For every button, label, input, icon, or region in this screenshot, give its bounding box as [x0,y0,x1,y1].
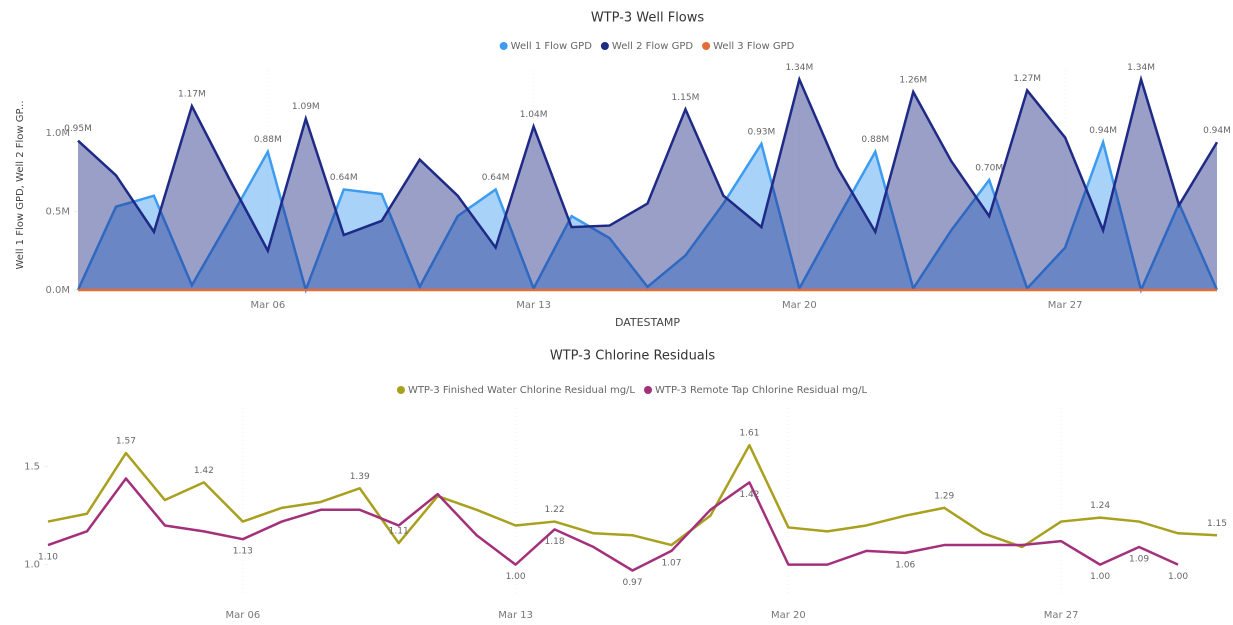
data-label: 1.06 [895,560,915,570]
y-tick-label: 1.0M [45,128,70,139]
data-label: 1.13 [233,547,253,557]
data-label: 0.88M [254,135,282,145]
x-tick-label: Mar 20 [771,610,806,621]
legend-label: Well 3 Flow GPD [713,41,795,52]
chart-title: WTP-3 Chlorine Residuals [550,349,716,364]
legend-label: Well 2 Flow GPD [612,41,694,52]
legend-marker [600,42,609,50]
data-label: 1.15M [672,93,700,103]
data-label: 1.09 [1129,555,1149,565]
y-tick-label: 0.5M [45,206,70,217]
legend-label: WTP-3 Finished Water Chlorine Residual m… [408,385,635,396]
x-tick-label: Mar 27 [1048,300,1083,311]
legend-label: WTP-3 Remote Tap Chlorine Residual mg/L [655,385,867,396]
y-tick-label: 0.0M [45,285,70,296]
legend-label: Well 1 Flow GPD [511,41,593,52]
y-axis-title: Well 1 Flow GPD, Well 2 Flow GP... [15,100,26,269]
x-tick-label: Mar 20 [782,300,817,311]
data-label: 1.61 [739,429,759,439]
data-label: 1.07 [661,558,681,568]
x-tick-label: Mar 06 [250,300,285,311]
data-label: 1.34M [785,63,813,73]
data-label: 1.15 [1207,519,1227,529]
legend-marker [644,386,653,394]
x-tick-label: Mar 13 [516,300,551,311]
data-label: 0.94M [1203,126,1231,136]
area-line [77,74,1219,255]
data-label: 1.27M [1013,74,1041,84]
data-label: 0.95M [64,124,92,134]
data-label: 0.70M [975,164,1003,174]
data-label: 1.34M [1127,63,1155,73]
data-label: 1.22 [545,505,565,515]
data-label: 0.94M [1089,126,1117,136]
area-fill [78,79,1217,290]
legend-marker [499,42,508,50]
area-fill [78,142,1217,290]
data-label: 0.64M [330,173,358,183]
x-tick-label: Mar 27 [1044,610,1079,621]
data-label: 1.26M [899,76,927,86]
data-label: 0.93M [747,127,775,137]
data-label: 1.18 [545,537,565,547]
line [47,477,1179,572]
x-axis-title: DATESTAMP [615,316,680,329]
data-label: 0.64M [482,173,510,183]
data-label: 1.10 [38,553,58,563]
x-tick-label: Mar 13 [498,610,533,621]
legend-marker [396,386,405,394]
data-label: 1.00 [1168,572,1188,582]
data-label: 1.24 [1090,501,1110,511]
data-label: 1.00 [506,572,526,582]
data-label: 1.42 [739,490,759,500]
x-tick-label: Mar 06 [225,610,260,621]
data-label: 1.11 [389,527,409,537]
data-label: 0.88M [861,135,889,145]
data-label: 1.57 [116,437,136,447]
data-label: 1.09M [292,102,320,112]
legend-marker [702,42,711,50]
data-label: 1.42 [194,466,214,476]
y-tick-label: 1.0 [24,560,40,571]
y-tick-label: 1.5 [24,462,40,473]
data-label: 1.29 [934,491,954,501]
data-label: 0.97 [622,578,642,588]
area-line [76,138,1219,295]
data-label: 1.04M [520,110,548,120]
data-label: 1.00 [1090,572,1110,582]
chart-title: WTP-3 Well Flows [591,11,705,26]
data-label: 1.39 [350,472,370,482]
data-label: 1.17M [178,90,206,100]
line [47,443,1218,549]
